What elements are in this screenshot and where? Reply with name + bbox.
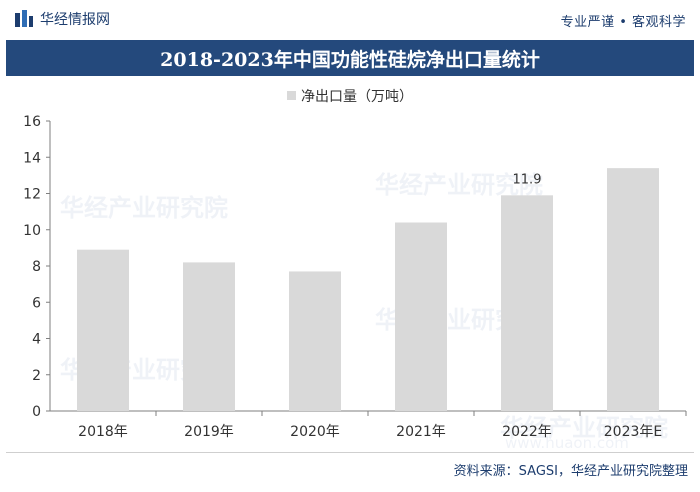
bar [501,195,553,411]
brand-name: 华经情报网 [40,12,110,28]
data-label: 11.9 [513,172,542,187]
slogan: 专业严谨 • 客观科学 [560,15,686,30]
bar [607,168,659,411]
x-tick-label: 2019年 [184,424,234,440]
x-tick-label: 2018年 [78,424,128,440]
chart-title: 2018-2023年中国功能性硅烷净出口量统计 [6,40,694,76]
bar [77,249,129,411]
brand-logo-icon [15,10,33,27]
x-tick-label: 2022年 [502,424,552,440]
y-tick-label: 4 [32,332,41,348]
legend-label: 净出口量（万吨） [301,89,413,105]
footer: 资料来源：SAGSI，华经产业研究院整理 [0,452,700,492]
y-tick-label: 8 [32,259,41,275]
top-bar: 华经情报网 专业严谨 • 客观科学 [0,0,700,36]
x-tick-label: 2021年 [396,424,446,440]
bar-chart: 0 2 4 6 8 10 12 14 16 2018年 2019年 2020年 2021年 2022年 11… [23,114,687,440]
brand: 华经情报网 [14,9,110,29]
y-tick-label: 10 [23,223,41,239]
source-note: 资料来源：SAGSI，华经产业研究院整理 [453,464,688,479]
y-tick-label: 14 [23,150,41,166]
y-tick-label: 16 [23,114,41,130]
bar [183,262,235,411]
x-tick-label: 2023年E [604,424,662,440]
y-tick-label: 6 [32,295,41,311]
chart-legend: 净出口量（万吨） [0,86,700,106]
bar [395,222,447,411]
y-tick-label: 0 [32,404,41,420]
x-tick-label: 2020年 [290,424,340,440]
y-tick-label: 2 [32,368,41,384]
footer-divider [6,452,694,453]
legend-swatch [287,91,296,100]
bar [289,271,341,411]
y-tick-label: 12 [23,187,41,203]
